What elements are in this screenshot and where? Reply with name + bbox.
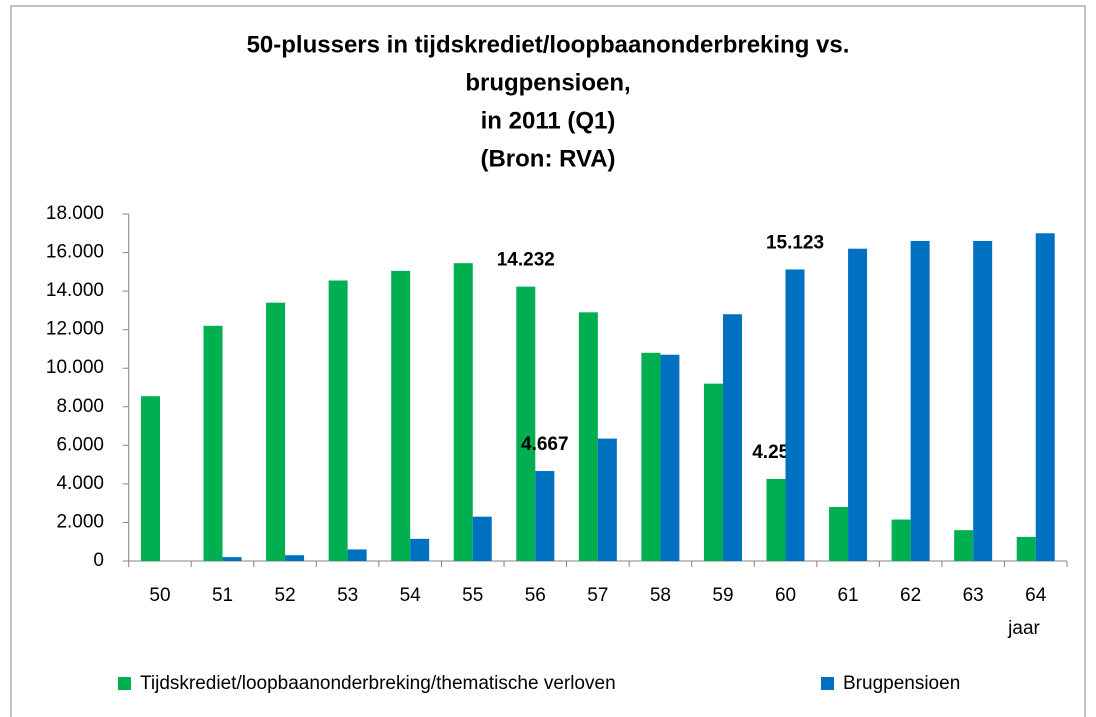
bar <box>910 240 930 561</box>
bar <box>1035 233 1055 561</box>
x-tick-label: 50 <box>149 585 170 606</box>
x-tick-label: 57 <box>587 585 608 606</box>
legend-label: Tijdskrediet/loopbaanonderbreking/themat… <box>140 673 616 694</box>
bar <box>785 269 805 561</box>
bar <box>535 471 555 561</box>
x-tick-label: 52 <box>275 585 296 606</box>
legend-label: Brugpensioen <box>843 673 960 694</box>
bar <box>266 302 286 561</box>
bar <box>285 555 305 561</box>
bar <box>891 519 911 561</box>
bar <box>391 270 411 561</box>
y-tick-label: 4.000 <box>56 473 104 494</box>
chart-title: brugpensioen, <box>465 69 630 96</box>
bar <box>140 396 160 561</box>
bar <box>829 507 849 561</box>
bar <box>641 352 661 561</box>
data-label: 15.123 <box>766 232 824 253</box>
legend-swatch <box>118 677 131 690</box>
chart-frame <box>10 5 1086 717</box>
y-tick-label: 0 <box>93 550 104 571</box>
data-label: 14.232 <box>497 250 555 271</box>
x-tick-label: 58 <box>650 585 671 606</box>
bar <box>578 312 598 561</box>
x-tick-label: 62 <box>900 585 921 606</box>
y-tick-label: 14.000 <box>46 280 104 301</box>
bar <box>203 325 223 561</box>
bar <box>222 557 242 561</box>
bar <box>660 354 680 561</box>
bar <box>1016 536 1036 561</box>
x-tick-label: 53 <box>337 585 358 606</box>
y-tick-label: 8.000 <box>56 396 104 417</box>
bar <box>766 478 786 561</box>
x-axis-label: jaar <box>1007 618 1040 639</box>
bar <box>347 549 367 561</box>
chart-title: 50-plussers in tijdskrediet/loopbaanonde… <box>247 31 850 58</box>
x-tick-label: 61 <box>837 585 858 606</box>
data-label: 4.667 <box>521 434 569 455</box>
bar <box>973 240 993 561</box>
y-tick-label: 6.000 <box>56 434 104 455</box>
bar <box>410 538 430 561</box>
bar <box>954 530 974 561</box>
bar <box>472 516 492 561</box>
x-tick-label: 56 <box>525 585 546 606</box>
bar <box>703 383 723 561</box>
y-tick-label: 12.000 <box>46 319 104 340</box>
bar <box>722 314 742 561</box>
x-tick-label: 55 <box>462 585 483 606</box>
y-tick-label: 10.000 <box>46 357 104 378</box>
chart-title: (Bron: RVA) <box>480 145 615 172</box>
bar <box>597 438 617 561</box>
bar <box>516 286 536 561</box>
bar <box>848 248 868 561</box>
y-tick-label: 16.000 <box>46 242 104 263</box>
x-tick-label: 54 <box>400 585 422 606</box>
bar <box>328 280 348 561</box>
x-tick-label: 59 <box>712 585 733 606</box>
y-tick-label: 2.000 <box>56 511 104 532</box>
legend-swatch <box>821 677 834 690</box>
bar <box>453 263 473 561</box>
y-tick-label: 18.000 <box>46 203 104 224</box>
x-tick-label: 64 <box>1025 585 1047 606</box>
x-tick-label: 60 <box>775 585 796 606</box>
chart-title: in 2011 (Q1) <box>481 107 616 134</box>
x-tick-label: 51 <box>212 585 233 606</box>
x-tick-label: 63 <box>963 585 984 606</box>
